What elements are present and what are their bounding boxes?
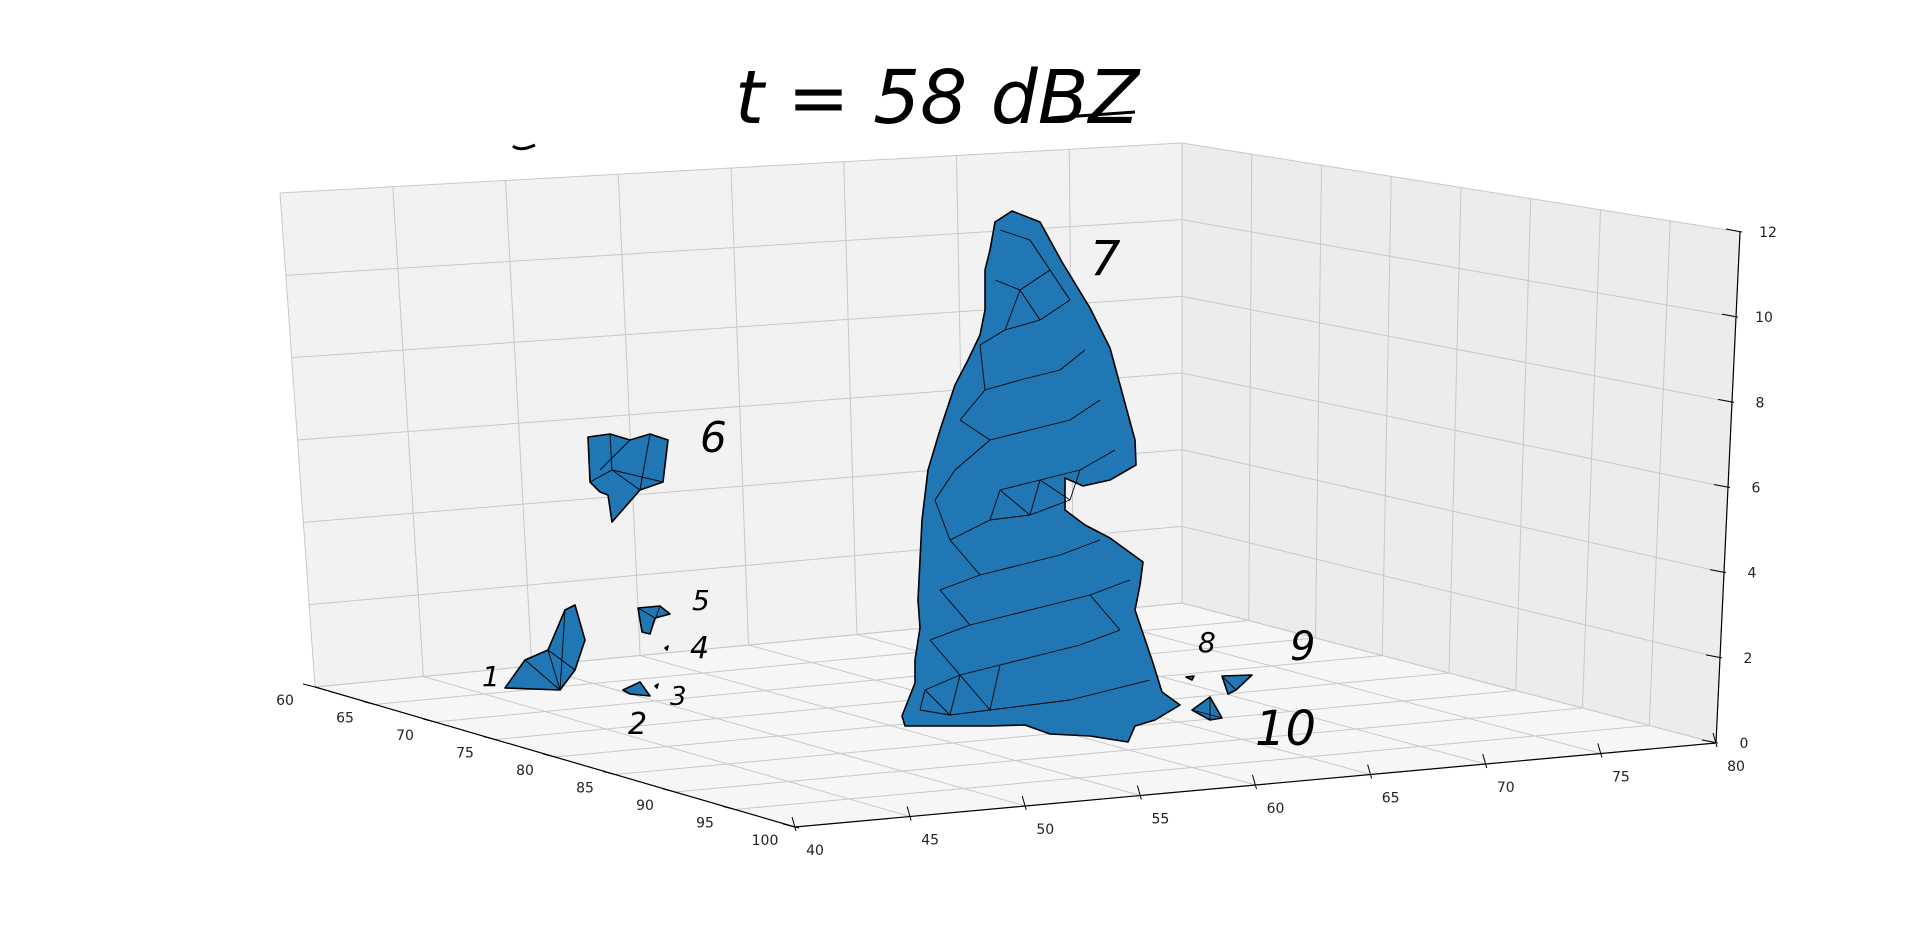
object-4-surface xyxy=(664,645,669,651)
x-tick-label: 80 xyxy=(1727,759,1745,775)
y-tick-label: 60 xyxy=(276,693,294,709)
x-tick-label: 65 xyxy=(1382,791,1400,807)
x-tick-label: 40 xyxy=(806,843,824,859)
surface-objects xyxy=(504,210,1253,743)
object-7-mesh xyxy=(919,229,1151,716)
object-label-4: 4 xyxy=(690,631,709,666)
annotation-text: t = 58 dBZ xyxy=(735,55,1141,141)
object-7-surface xyxy=(901,210,1181,743)
z-tick-label: 10 xyxy=(1755,310,1773,326)
object-label-7: 7 xyxy=(1090,231,1121,287)
object-label-8: 8 xyxy=(1198,626,1216,659)
y-tick-label: 90 xyxy=(636,798,654,814)
z-tick-label: 12 xyxy=(1759,225,1777,241)
object-label-10: 10 xyxy=(1255,701,1316,757)
z-tick-label: 0 xyxy=(1740,736,1749,752)
object-label-6: 6 xyxy=(700,413,727,462)
x-tick-label: 50 xyxy=(1036,822,1054,838)
object-8-surface xyxy=(1185,675,1195,681)
y-tick-label: 75 xyxy=(456,746,474,762)
object-label-2: 2 xyxy=(628,707,647,742)
x-tick-label: 45 xyxy=(921,833,939,849)
z-tick-label: 6 xyxy=(1752,481,1761,497)
object-label-1: 1 xyxy=(482,660,500,693)
y-tick-label: 95 xyxy=(696,816,714,832)
object-2-surface xyxy=(622,681,651,697)
x-tick-label: 60 xyxy=(1267,801,1285,817)
x-tick-label: 70 xyxy=(1497,780,1515,796)
object-3-surface xyxy=(654,683,659,689)
object-label-9: 9 xyxy=(1290,624,1315,670)
z-tick-label: 8 xyxy=(1756,395,1765,411)
y-tick-label: 65 xyxy=(336,711,354,727)
stray-mark xyxy=(512,143,536,151)
y-tick-label: 100 xyxy=(752,833,779,849)
z-tick-label: 2 xyxy=(1744,651,1753,667)
y-tick-label: 85 xyxy=(576,781,594,797)
z-tick-label: 4 xyxy=(1748,566,1757,582)
y-tick-label: 80 xyxy=(516,763,534,779)
object-labels: 1 234 5 6 7 8 9 10 xyxy=(482,231,1316,757)
object-label-3: 3 xyxy=(670,682,687,712)
ticks: 6065707580859095100404550556065707580024… xyxy=(276,225,1777,859)
object-label-5: 5 xyxy=(692,584,710,617)
small-object-mesh xyxy=(524,433,1237,720)
x-tick-label: 55 xyxy=(1151,812,1169,828)
object-6-surface xyxy=(587,433,669,523)
annotation-underline xyxy=(1049,110,1136,120)
x-tick-label: 75 xyxy=(1612,770,1630,786)
y-tick-label: 70 xyxy=(396,728,414,744)
